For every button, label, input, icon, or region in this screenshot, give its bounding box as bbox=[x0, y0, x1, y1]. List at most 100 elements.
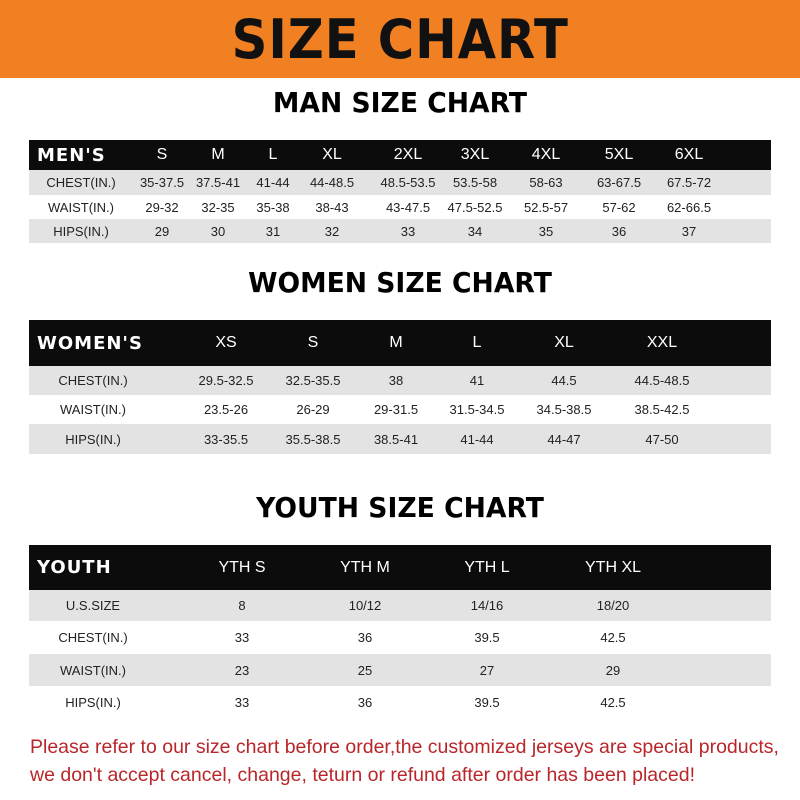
row-label: WAIST(IN.) bbox=[60, 662, 126, 678]
measurement-cell: 18/20 bbox=[596, 598, 630, 613]
table-row: U.S.SIZE 8 10/12 14/16 18/20 bbox=[29, 590, 771, 621]
measurement-cell: 33 bbox=[234, 630, 250, 645]
table-title-cell: MEN'S bbox=[37, 144, 106, 166]
measurement-cell: 36 bbox=[357, 630, 373, 645]
table-header-row: YOUTH YTH S YTH M YTH L YTH XL bbox=[29, 545, 771, 590]
size-header-cell: XL bbox=[554, 334, 574, 351]
row-label: CHEST(IN.) bbox=[58, 373, 128, 388]
banner-title: SIZE CHART bbox=[231, 7, 569, 71]
measurement-cell: 39.5 bbox=[474, 694, 500, 710]
measurement-cell: 38 bbox=[388, 373, 404, 388]
row-label: WAIST(IN.) bbox=[48, 199, 114, 215]
measurement-cell: 29 bbox=[605, 662, 621, 678]
table-row: WAIST(IN.) 29-32 32-35 35-38 38-43 43-47.5 47.… bbox=[29, 195, 771, 219]
youth-section-title: YOUTH SIZE CHART bbox=[256, 491, 544, 524]
women-size-table: WOMEN'S XS S M L XL XXL CHEST(IN.) 29.5-32.5 32.5… bbox=[29, 320, 771, 454]
measurement-cell: 27 bbox=[479, 662, 495, 678]
measurement-cell: 10/12 bbox=[348, 598, 382, 613]
measurement-cell: 52.5-57 bbox=[523, 199, 569, 215]
size-header-cell: YTH M bbox=[340, 558, 390, 576]
table-row: WAIST(IN.) 23.5-26 26-29 29-31.5 31.5-34.5 34… bbox=[29, 395, 771, 424]
measurement-cell: 31 bbox=[265, 223, 281, 239]
size-header-cell: 2XL bbox=[393, 146, 423, 163]
size-header-cell: 5XL bbox=[604, 146, 634, 163]
size-header-cell: 4XL bbox=[531, 146, 561, 163]
measurement-cell: 63-67.5 bbox=[596, 175, 642, 190]
measurement-cell: 44.5-48.5 bbox=[634, 373, 690, 388]
measurement-cell: 31.5-34.5 bbox=[449, 402, 505, 417]
measurement-cell: 32 bbox=[324, 223, 340, 239]
notice-line-1: Please refer to our size chart before or… bbox=[30, 736, 779, 758]
size-header-cell: S bbox=[156, 146, 168, 163]
size-header-cell: YTH L bbox=[464, 558, 510, 576]
measurement-cell: 44-47 bbox=[547, 431, 581, 447]
table-row: CHEST(IN.) 29.5-32.5 32.5-35.5 38 41 44.5 44.5… bbox=[29, 366, 771, 395]
size-header-cell: YTH XL bbox=[584, 558, 642, 576]
measurement-cell: 25 bbox=[357, 662, 373, 678]
measurement-cell: 35-38 bbox=[256, 199, 290, 215]
measurement-cell: 36 bbox=[357, 694, 373, 710]
measurement-cell: 47.5-52.5 bbox=[447, 199, 503, 215]
measurement-cell: 48.5-53.5 bbox=[380, 175, 436, 190]
measurement-cell: 41-44 bbox=[460, 431, 494, 447]
measurement-cell: 33 bbox=[234, 694, 250, 710]
measurement-cell: 67.5-72 bbox=[666, 175, 712, 190]
measurement-cell: 35.5-38.5 bbox=[285, 431, 341, 447]
size-header-cell: M bbox=[211, 146, 225, 163]
measurement-cell: 58-63 bbox=[529, 175, 563, 190]
size-header-cell: XS bbox=[215, 334, 237, 351]
size-header-cell: XXL bbox=[646, 334, 678, 351]
measurement-cell: 62-66.5 bbox=[666, 199, 712, 215]
measurement-cell: 38.5-42.5 bbox=[634, 402, 690, 417]
measurement-cell: 41-44 bbox=[256, 175, 290, 190]
youth-size-table: YOUTH YTH S YTH M YTH L YTH XL U.S.SIZE 8 10/12… bbox=[29, 545, 771, 718]
measurement-cell: 35 bbox=[538, 223, 554, 239]
size-header-cell: S bbox=[307, 334, 319, 351]
order-notice: Please refer to our size chart before or… bbox=[30, 733, 790, 789]
measurement-cell: 32.5-35.5 bbox=[285, 373, 341, 388]
row-label: HIPS(IN.) bbox=[65, 431, 121, 447]
table-title-cell: YOUTH bbox=[37, 557, 112, 578]
table-row: WAIST(IN.) 23 25 27 29 bbox=[29, 654, 771, 686]
measurement-cell: 8 bbox=[238, 598, 246, 613]
table-row: CHEST(IN.) 33 36 39.5 42.5 bbox=[29, 621, 771, 654]
measurement-cell: 47-50 bbox=[645, 431, 679, 447]
measurement-cell: 42.5 bbox=[600, 630, 626, 645]
table-header-row: MEN'S S M L XL 2XL 3XL 4XL 5XL 6XL bbox=[29, 140, 771, 170]
table-row: CHEST(IN.) 35-37.5 37.5-41 41-44 44-48.5 48.5… bbox=[29, 170, 771, 195]
measurement-cell: 32-35 bbox=[201, 199, 235, 215]
measurement-cell: 33 bbox=[400, 223, 416, 239]
size-header-cell: 3XL bbox=[460, 146, 490, 163]
measurement-cell: 26-29 bbox=[296, 402, 330, 417]
size-header-cell: YTH S bbox=[218, 558, 266, 576]
row-label: CHEST(IN.) bbox=[46, 175, 116, 190]
measurement-cell: 34 bbox=[467, 223, 483, 239]
measurement-cell: 43-47.5 bbox=[385, 199, 431, 215]
measurement-cell: 29-31.5 bbox=[373, 402, 419, 417]
measurement-cell: 34.5-38.5 bbox=[536, 402, 592, 417]
row-label: WAIST(IN.) bbox=[60, 402, 126, 417]
row-label: U.S.SIZE bbox=[65, 598, 121, 613]
measurement-cell: 23 bbox=[234, 662, 250, 678]
men-size-table: MEN'S S M L XL 2XL 3XL 4XL 5XL 6XL CHEST(IN.) 35-37… bbox=[29, 140, 771, 243]
measurement-cell: 44.5 bbox=[551, 373, 577, 388]
size-header-cell: XL bbox=[322, 146, 342, 163]
measurement-cell: 35-37.5 bbox=[139, 175, 185, 190]
measurement-cell: 37 bbox=[681, 223, 697, 239]
notice-line-2: we don't accept cancel, change, teturn o… bbox=[30, 764, 695, 786]
row-label: CHEST(IN.) bbox=[58, 630, 128, 645]
measurement-cell: 29-32 bbox=[145, 199, 179, 215]
measurement-cell: 29.5-32.5 bbox=[198, 373, 254, 388]
table-row: HIPS(IN.) 29 30 31 32 33 34 35 36 37 bbox=[29, 219, 771, 243]
women-section-title: WOMEN SIZE CHART bbox=[248, 266, 552, 299]
table-title-cell: WOMEN'S bbox=[37, 332, 143, 354]
measurement-cell: 44-48.5 bbox=[309, 175, 355, 190]
measurement-cell: 33-35.5 bbox=[203, 431, 249, 447]
table-row: HIPS(IN.) 33 36 39.5 42.5 bbox=[29, 686, 771, 718]
measurement-cell: 42.5 bbox=[600, 694, 626, 710]
measurement-cell: 37.5-41 bbox=[195, 175, 241, 190]
size-chart-banner: SIZE CHART bbox=[0, 0, 800, 78]
size-header-cell: L bbox=[268, 146, 278, 163]
measurement-cell: 36 bbox=[611, 223, 627, 239]
measurement-cell: 41 bbox=[469, 373, 485, 388]
